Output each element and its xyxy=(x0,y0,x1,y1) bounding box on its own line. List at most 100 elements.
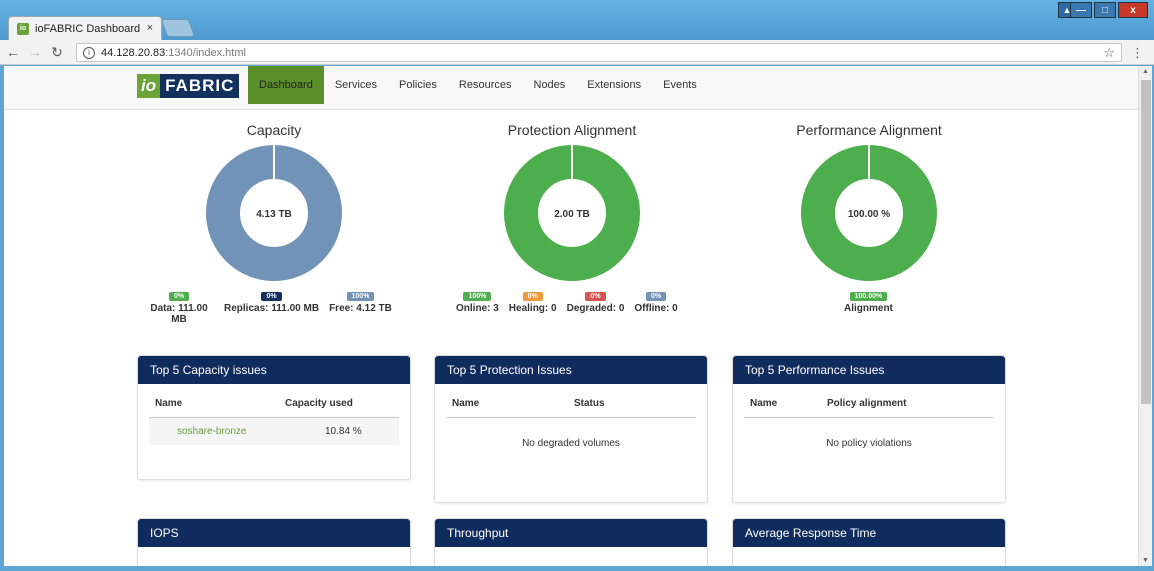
nav-resources[interactable]: Resources xyxy=(458,79,512,91)
percent-badge: 0% xyxy=(522,292,543,301)
legend-item: 100% Online: 3 xyxy=(456,292,499,314)
legend-label: Offline: 0 xyxy=(634,303,678,314)
iofabric-logo[interactable]: io FABRIC xyxy=(137,74,240,98)
col-capacity-header: Capacity used xyxy=(285,398,353,409)
tab-close-icon[interactable]: × xyxy=(146,22,153,34)
vertical-scrollbar[interactable]: ▲ ▼ xyxy=(1138,66,1152,566)
panel-title: Average Response Time xyxy=(733,519,1005,547)
new-tab-button[interactable] xyxy=(160,19,196,37)
scroll-up-icon[interactable]: ▲ xyxy=(1142,68,1149,75)
protection-issues-panel: Top 5 Protection Issues Name Status No d… xyxy=(434,355,708,503)
protection-title: Protection Alignment xyxy=(507,122,637,138)
panel-title: IOPS xyxy=(138,519,410,547)
nav-dashboard[interactable]: Dashboard xyxy=(248,66,324,104)
nav-extensions[interactable]: Extensions xyxy=(587,79,642,91)
app-navbar: io FABRIC Dashboard Services Policies Resou… xyxy=(4,66,1138,110)
percent-badge: 100% xyxy=(346,292,375,301)
legend-label: Healing: 0 xyxy=(508,303,557,314)
capacity-donut-svg: 4.13 TB xyxy=(206,144,342,281)
protection-donut-svg: 2.00 TB xyxy=(504,144,640,281)
legend-label: Data: 111.00 MB xyxy=(150,303,208,325)
percent-badge: 100% xyxy=(463,292,492,301)
legend-label: Alignment xyxy=(844,303,893,314)
col-name-header: Name xyxy=(452,398,480,409)
capacity-value: 10.84 % xyxy=(325,426,362,437)
legend-item: 0% Replicas: 111.00 MB xyxy=(224,292,319,325)
legend-label: Degraded: 0 xyxy=(566,303,625,314)
percent-badge: 0% xyxy=(168,292,190,301)
bookmark-star-icon[interactable]: ☆ xyxy=(1103,45,1115,60)
legend-label: Online: 3 xyxy=(456,303,499,314)
url-path: :1340/index.html xyxy=(165,46,246,59)
reload-icon[interactable]: ↻ xyxy=(51,43,63,60)
nav-services[interactable]: Services xyxy=(334,79,378,91)
legend-item: 100.00% Alignment xyxy=(844,292,893,314)
legend-item: 0% Healing: 0 xyxy=(509,292,557,314)
col-name-header: Name xyxy=(155,398,183,409)
iofabric-favicon-icon: io xyxy=(17,22,29,35)
protection-donut-block: Protection Alignment 2.00 TB xyxy=(427,122,717,282)
col-name-header: Name xyxy=(750,398,778,409)
minimize-button[interactable]: — xyxy=(1070,2,1092,18)
performance-center-value: 100.00 % xyxy=(848,209,890,220)
legend-label: Replicas: 111.00 MB xyxy=(224,303,320,314)
logo-io: io xyxy=(137,74,161,98)
percent-badge: 0% xyxy=(261,292,282,301)
browser-toolbar: ← → ↻ i 44.128.20.83 :1340/index.html ☆ xyxy=(0,40,1154,65)
scroll-down-icon[interactable]: ▼ xyxy=(1142,557,1149,564)
table-row[interactable]: soshare-bronze 10.84 % xyxy=(149,418,399,445)
capacity-title: Capacity xyxy=(246,122,302,138)
col-policy-header: Policy alignment xyxy=(827,398,907,409)
address-bar[interactable]: i 44.128.20.83 :1340/index.html ☆ xyxy=(76,43,1122,62)
panel-title: Throughput xyxy=(435,519,707,547)
page-viewport: io FABRIC Dashboard Services Policies Resou… xyxy=(4,66,1138,566)
scrollbar-thumb[interactable] xyxy=(1141,80,1151,404)
protection-donut: 2.00 TB xyxy=(503,144,641,282)
performance-issues-table: Name Policy alignment No policy violatio… xyxy=(744,398,994,449)
url-host: 44.128.20.83 xyxy=(101,46,166,59)
capacity-center-value: 4.13 TB xyxy=(256,209,292,220)
volume-link[interactable]: soshare-bronze xyxy=(177,426,247,437)
panel-title: Top 5 Capacity issues xyxy=(138,356,410,384)
legend-item: 0% Offline: 0 xyxy=(634,292,678,314)
table-header: Name Capacity used xyxy=(149,398,399,418)
response-time-panel: Average Response Time xyxy=(732,518,1006,566)
performance-title: Performance Alignment xyxy=(796,122,942,138)
legend-item: 100% Free: 4.12 TB xyxy=(329,292,392,325)
capacity-issues-table: Name Capacity used soshare-bronze 10.84 … xyxy=(149,398,399,445)
table-header: Name Policy alignment xyxy=(744,398,994,418)
capacity-issues-panel: Top 5 Capacity issues Name Capacity used… xyxy=(137,355,411,480)
panel-title: Top 5 Protection Issues xyxy=(435,356,707,384)
performance-issues-panel: Top 5 Performance Issues Name Policy ali… xyxy=(732,355,1006,503)
legend-label: Free: 4.12 TB xyxy=(329,303,392,314)
nav-policies[interactable]: Policies xyxy=(399,79,437,91)
performance-legend: 100.00% Alignment xyxy=(844,292,893,314)
percent-badge: 0% xyxy=(646,292,667,301)
protection-center-value: 2.00 TB xyxy=(554,209,590,220)
legend-item: 0% Degraded: 0 xyxy=(566,292,625,314)
nav-events[interactable]: Events xyxy=(663,79,697,91)
protection-legend: 100% Online: 3 0% Healing: 0 0% Degraded: 0 0%… xyxy=(456,292,678,314)
back-arrow-icon[interactable]: ← xyxy=(6,44,20,60)
close-window-button[interactable]: x xyxy=(1118,2,1148,18)
table-header: Name Status xyxy=(446,398,696,418)
capacity-legend: 0% Data: 111.00 MB 0% Replicas: 111.00 MB 10… xyxy=(144,292,392,325)
performance-donut: 100.00 % xyxy=(800,144,938,282)
browser-tab[interactable]: io ioFABRIC Dashboard × xyxy=(8,16,162,40)
percent-badge: 100.00% xyxy=(849,292,888,301)
legend-item: 0% Data: 111.00 MB xyxy=(144,292,214,325)
logo-fabric: FABRIC xyxy=(160,74,240,98)
info-icon[interactable]: i xyxy=(83,46,95,59)
forward-arrow-icon[interactable]: → xyxy=(28,44,42,60)
empty-message: No policy violations xyxy=(826,438,912,449)
throughput-panel: Throughput xyxy=(434,518,708,566)
maximize-button[interactable]: □ xyxy=(1094,2,1116,18)
empty-message: No degraded volumes xyxy=(522,438,620,449)
iops-panel: IOPS xyxy=(137,518,411,566)
browser-menu-icon[interactable]: ⋮ xyxy=(1131,45,1144,60)
capacity-donut-block: Capacity 4.13 TB xyxy=(129,122,419,282)
percent-badge: 0% xyxy=(585,292,606,301)
performance-donut-block: Performance Alignment 100.00 % xyxy=(724,122,1014,282)
window-titlebar: io ioFABRIC Dashboard × ▲ — □ x xyxy=(0,0,1154,40)
nav-nodes[interactable]: Nodes xyxy=(533,79,566,91)
